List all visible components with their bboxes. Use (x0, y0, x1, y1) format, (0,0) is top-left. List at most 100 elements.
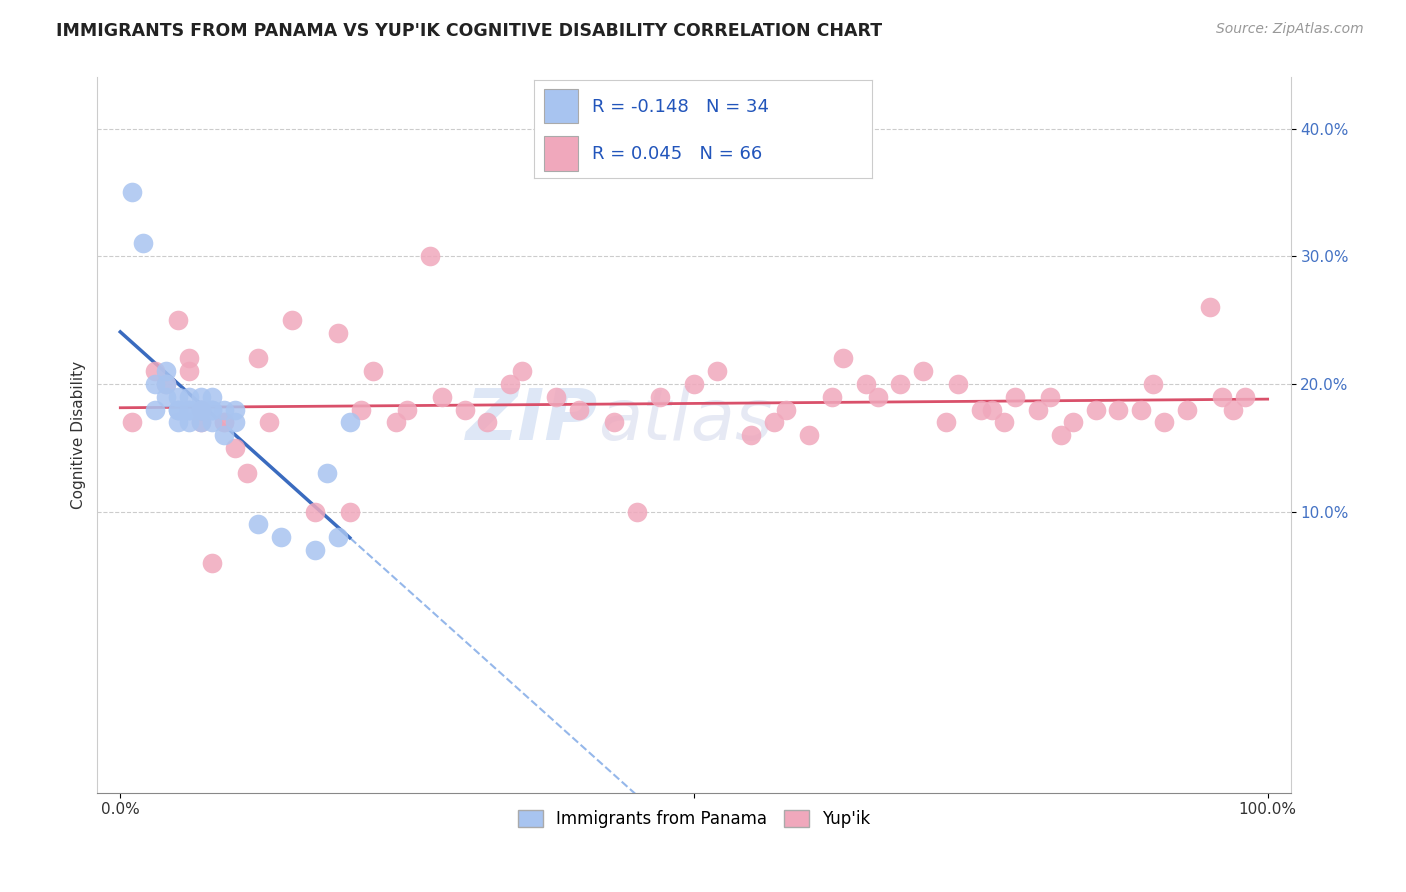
Point (190, 402, 212, 417)
Point (683, 376, 706, 391)
Point (201, 415, 224, 429)
Point (132, 236, 155, 251)
Point (201, 402, 224, 417)
Point (166, 390, 188, 404)
Point (568, 402, 591, 417)
Point (179, 402, 201, 417)
Point (224, 441, 246, 455)
Point (179, 364, 201, 378)
Point (797, 428, 820, 442)
Point (396, 402, 419, 417)
Point (946, 376, 969, 391)
Point (212, 402, 235, 417)
Point (155, 364, 177, 378)
Point (304, 505, 326, 519)
Point (821, 390, 844, 404)
Point (706, 364, 728, 378)
Point (212, 415, 235, 429)
Point (1130, 402, 1153, 417)
Point (970, 402, 993, 417)
Point (270, 530, 292, 544)
Point (1062, 415, 1084, 429)
Point (143, 364, 166, 378)
Point (224, 415, 246, 429)
Point (179, 351, 201, 366)
Point (1222, 402, 1244, 417)
Point (155, 376, 177, 391)
Point (1108, 402, 1130, 417)
Point (1199, 301, 1222, 315)
Point (201, 556, 224, 570)
Point (499, 376, 522, 391)
Point (121, 186, 143, 200)
Point (281, 313, 304, 327)
Point (1233, 390, 1256, 404)
Point (1084, 402, 1107, 417)
Point (1039, 390, 1062, 404)
FancyBboxPatch shape (544, 89, 578, 123)
FancyBboxPatch shape (544, 136, 578, 170)
Point (246, 517, 269, 532)
Point (775, 402, 797, 417)
Point (212, 428, 235, 442)
Point (201, 402, 224, 417)
Point (546, 390, 568, 404)
Point (179, 415, 201, 429)
Point (143, 402, 166, 417)
Text: atlas: atlas (599, 386, 773, 455)
Point (889, 376, 911, 391)
Point (602, 415, 624, 429)
Point (935, 415, 957, 429)
Point (832, 351, 855, 366)
Point (510, 364, 533, 378)
Point (384, 415, 406, 429)
Point (190, 402, 212, 417)
Text: R = 0.045   N = 66: R = 0.045 N = 66 (592, 145, 762, 163)
Point (190, 390, 212, 404)
Point (430, 390, 453, 404)
Point (224, 402, 246, 417)
Point (981, 402, 1004, 417)
Legend: Immigrants from Panama, Yup'ik: Immigrants from Panama, Yup'ik (510, 803, 877, 834)
Text: R = -0.148   N = 34: R = -0.148 N = 34 (592, 98, 769, 116)
Point (350, 402, 373, 417)
Point (166, 313, 188, 327)
Point (419, 249, 441, 263)
Point (315, 467, 337, 481)
Point (190, 415, 212, 429)
Point (328, 326, 350, 340)
Point (179, 402, 201, 417)
Point (912, 364, 935, 378)
Point (212, 415, 235, 429)
Point (190, 402, 212, 417)
Point (143, 376, 166, 391)
Point (259, 415, 281, 429)
Point (1004, 390, 1026, 404)
Text: IMMIGRANTS FROM PANAMA VS YUP'IK COGNITIVE DISABILITY CORRELATION CHART: IMMIGRANTS FROM PANAMA VS YUP'IK COGNITI… (56, 22, 883, 40)
Point (453, 402, 475, 417)
Point (339, 415, 361, 429)
Point (740, 428, 762, 442)
Point (1026, 402, 1049, 417)
Point (190, 415, 212, 429)
Point (1175, 402, 1198, 417)
Point (763, 415, 786, 429)
Point (339, 505, 361, 519)
Point (648, 390, 671, 404)
Point (190, 402, 212, 417)
Point (121, 415, 143, 429)
Point (1211, 390, 1233, 404)
Point (1050, 428, 1073, 442)
Point (993, 415, 1015, 429)
Point (1153, 415, 1175, 429)
Point (166, 402, 188, 417)
Point (855, 376, 877, 391)
Point (201, 390, 224, 404)
Point (155, 376, 177, 391)
Point (179, 390, 201, 404)
Point (166, 402, 188, 417)
Point (361, 364, 384, 378)
Point (304, 543, 326, 558)
Text: ZIP: ZIP (467, 386, 599, 455)
Point (155, 390, 177, 404)
